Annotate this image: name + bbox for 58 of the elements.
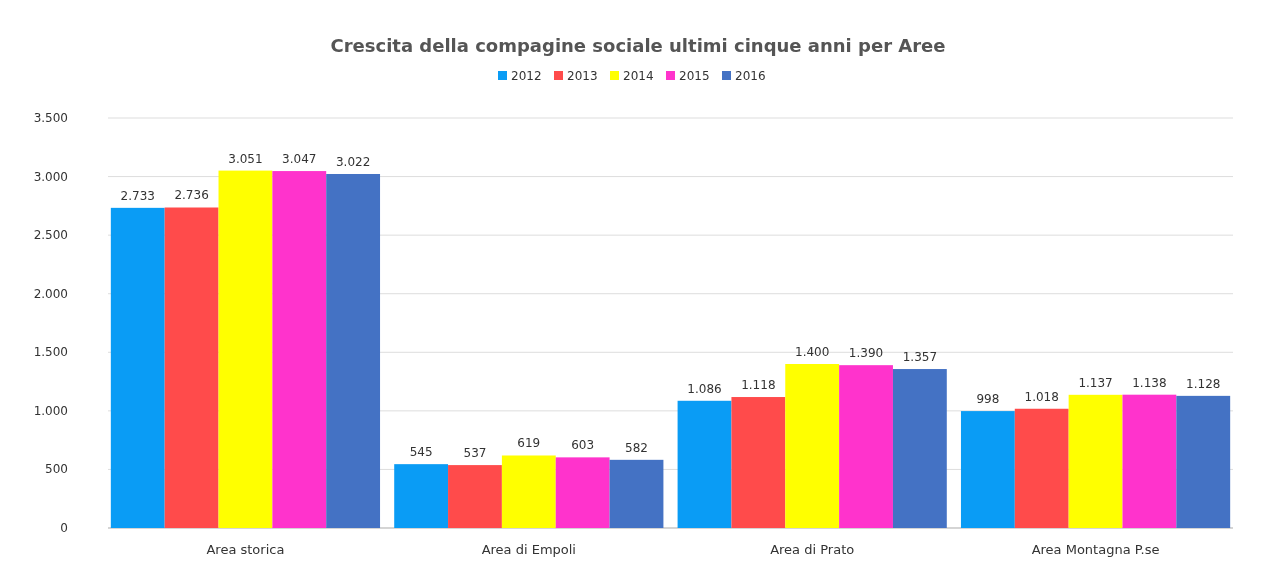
bar (677, 400, 732, 528)
data-label: 1.137 (1078, 375, 1113, 390)
data-label: 1.390 (848, 346, 884, 361)
bar (1122, 394, 1177, 528)
bar (394, 464, 449, 528)
bar (218, 170, 273, 528)
data-label: 2.736 (174, 188, 209, 203)
legend-label: 2016 (735, 69, 766, 83)
bar (731, 397, 786, 528)
data-label: 3.047 (282, 152, 317, 167)
bar (326, 173, 381, 528)
data-label: 619 (517, 436, 541, 451)
bar (892, 369, 947, 528)
bar (501, 455, 556, 528)
bar (1068, 394, 1123, 528)
y-tick-label: 3.500 (33, 111, 68, 125)
data-label: 3.022 (335, 154, 371, 169)
data-label: 603 (571, 438, 595, 453)
legend-label: 2014 (623, 69, 654, 83)
bar (839, 365, 893, 528)
y-tick-label: 0 (60, 521, 68, 535)
y-tick-label: 1.500 (33, 345, 68, 360)
data-label: 998 (976, 392, 1000, 407)
data-label: 1.086 (687, 381, 722, 396)
bar (448, 465, 502, 528)
data-label: 582 (625, 440, 648, 455)
y-tick-label: 2.000 (33, 286, 68, 301)
legend-label: 2015 (679, 69, 710, 83)
bar (1014, 408, 1069, 528)
x-tick-label: Area di Prato (770, 542, 855, 557)
bar (609, 459, 664, 528)
legend-label: 2013 (567, 69, 598, 83)
data-label: 2.733 (120, 188, 155, 203)
data-label: 1.138 (1132, 375, 1167, 390)
x-tick-label: Area di Empoli (481, 542, 576, 557)
y-tick-label: 1.000 (33, 403, 68, 418)
bar (1176, 395, 1231, 528)
data-label: 3.051 (228, 151, 263, 166)
data-label: 1.400 (795, 345, 830, 359)
data-label: 1.128 (1186, 376, 1221, 391)
bar (110, 207, 165, 528)
data-label: 1.018 (1024, 389, 1059, 404)
bar (785, 364, 840, 528)
x-tick-label: Area storica (206, 542, 285, 557)
legend-label: 2012 (511, 69, 542, 83)
data-label: 1.357 (902, 350, 938, 365)
bar (960, 411, 1015, 528)
chart-title: Crescita della compagine sociale ultimi cinque anni per Aree (330, 35, 946, 56)
x-tick-label: Area Montagna P.se (1031, 542, 1160, 557)
data-label: 1.118 (741, 378, 776, 393)
y-tick-label: 500 (45, 462, 68, 477)
bar (555, 457, 610, 528)
data-label: 537 (463, 446, 487, 461)
y-tick-label: 2.500 (33, 228, 68, 243)
y-tick-label: 3.000 (33, 169, 68, 184)
bar (272, 171, 327, 528)
bar (164, 207, 219, 528)
data-label: 545 (409, 445, 433, 460)
